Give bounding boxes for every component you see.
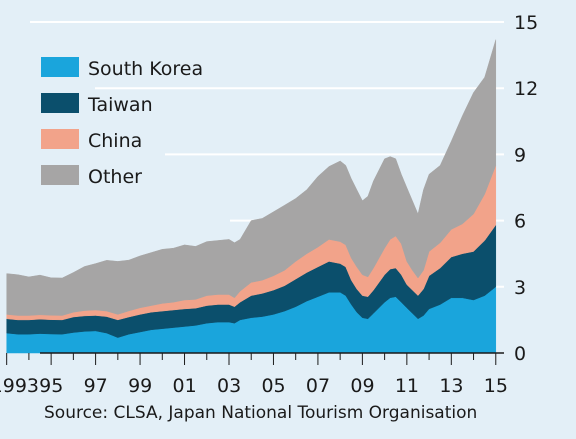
x-tick-label: 15 bbox=[484, 375, 508, 397]
x-tick-label: 13 bbox=[439, 375, 463, 397]
legend-label: Other bbox=[88, 166, 142, 188]
legend-swatch-china bbox=[41, 129, 79, 149]
x-tick-label: 09 bbox=[350, 375, 374, 397]
y-tick-label: 15 bbox=[514, 12, 538, 34]
x-tick-label: 1993 bbox=[0, 375, 39, 397]
x-tick-label: 95 bbox=[39, 375, 63, 397]
legend-swatch-other bbox=[41, 165, 79, 185]
y-tick-label: 12 bbox=[514, 78, 538, 100]
source-note: Source: CLSA, Japan National Tourism Org… bbox=[44, 403, 478, 423]
y-tick-label: 6 bbox=[514, 211, 526, 233]
x-tick-label: 07 bbox=[306, 375, 330, 397]
legend-label: China bbox=[88, 130, 142, 152]
y-tick-label: 9 bbox=[514, 144, 526, 166]
y-tick-label: 3 bbox=[514, 277, 526, 299]
legend: South Korea Taiwan China Other bbox=[41, 57, 203, 188]
x-tick-label: 05 bbox=[261, 375, 285, 397]
x-tick-label: 03 bbox=[217, 375, 241, 397]
y-axis-ticks: 0 3 6 9 12 15 bbox=[514, 12, 538, 365]
legend-label: Taiwan bbox=[87, 94, 153, 116]
x-tick-label: 97 bbox=[84, 375, 108, 397]
legend-swatch-south-korea bbox=[41, 57, 79, 77]
x-tick-label: 01 bbox=[173, 375, 197, 397]
y-tick-label: 0 bbox=[514, 343, 526, 365]
x-tick-label: 99 bbox=[128, 375, 152, 397]
x-axis: 199395 97 99 01 03 05 07 09 11 13 15 bbox=[0, 352, 508, 397]
x-tick-label: 11 bbox=[395, 375, 419, 397]
legend-label: South Korea bbox=[88, 58, 203, 80]
plot-areas bbox=[6, 39, 497, 354]
area-other bbox=[6, 39, 497, 316]
legend-swatch-taiwan bbox=[41, 93, 79, 113]
